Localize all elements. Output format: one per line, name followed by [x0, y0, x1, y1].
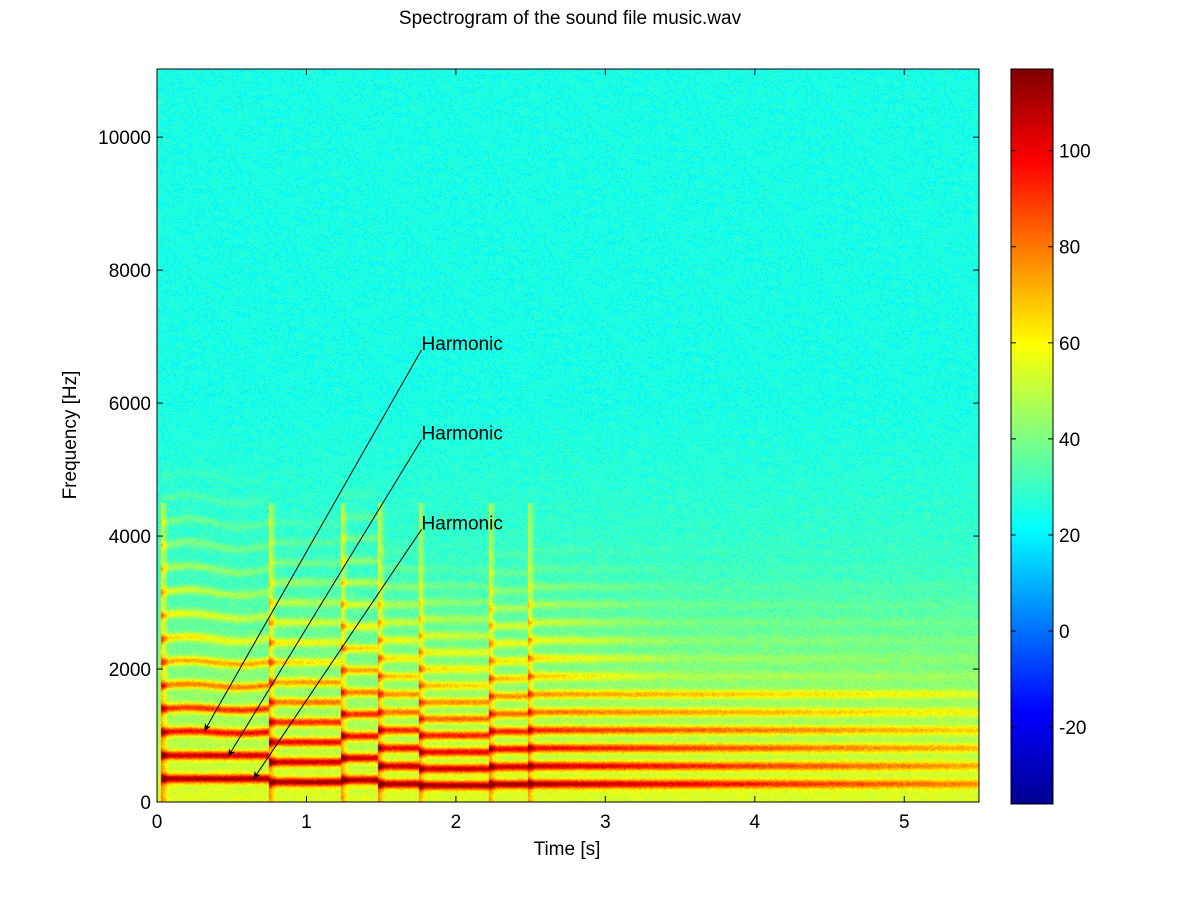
x-tick-label: 2 — [451, 812, 462, 833]
chart-title: Spectrogram of the sound file music.wav — [398, 8, 742, 29]
x-tick-label: 1 — [301, 812, 312, 833]
x-axis-label: Time [s] — [534, 839, 601, 860]
colorbar-tick-label: -20 — [1059, 718, 1086, 739]
y-tick-label: 8000 — [109, 261, 151, 282]
y-tick-label: 4000 — [109, 527, 151, 548]
y-tick-label: 2000 — [109, 660, 151, 681]
spectrogram-image — [157, 69, 979, 802]
annotations: Harmonic Harmonic Harmonic — [204, 334, 503, 779]
x-tick-label: 5 — [899, 812, 910, 833]
x-tick-label: 0 — [152, 812, 163, 833]
y-tick-label: 6000 — [109, 394, 151, 415]
annotation-label: Harmonic — [422, 334, 503, 355]
x-tick-label: 3 — [600, 812, 611, 833]
x-axis: 0 1 2 3 4 5 — [152, 69, 910, 833]
colorbar-tick-label: 0 — [1059, 622, 1070, 643]
colorbar-axis: -20 0 20 40 60 80 100 — [1011, 142, 1091, 739]
colorbar-tick-label: 20 — [1059, 526, 1080, 547]
annotation-arrow — [253, 529, 422, 779]
colorbar-tick-label: 60 — [1059, 334, 1080, 355]
y-tick-label: 10000 — [98, 128, 151, 149]
plot-frame — [156, 68, 980, 803]
x-tick-label: 4 — [750, 812, 761, 833]
y-tick-label: 0 — [140, 793, 151, 814]
annotation-label: Harmonic — [422, 424, 503, 445]
colorbar-tick-label: 80 — [1059, 238, 1080, 259]
y-axis: 0 2000 4000 6000 8000 10000 — [98, 128, 979, 814]
colorbar-tick-label: 40 — [1059, 430, 1080, 451]
colorbar — [1010, 68, 1054, 805]
y-axis-label: Frequency [Hz] — [60, 371, 81, 500]
annotation-arrow — [204, 349, 422, 731]
annotation-label: Harmonic — [422, 513, 503, 534]
colorbar-tick-label: 100 — [1059, 142, 1091, 163]
annotation-arrow — [228, 439, 422, 757]
